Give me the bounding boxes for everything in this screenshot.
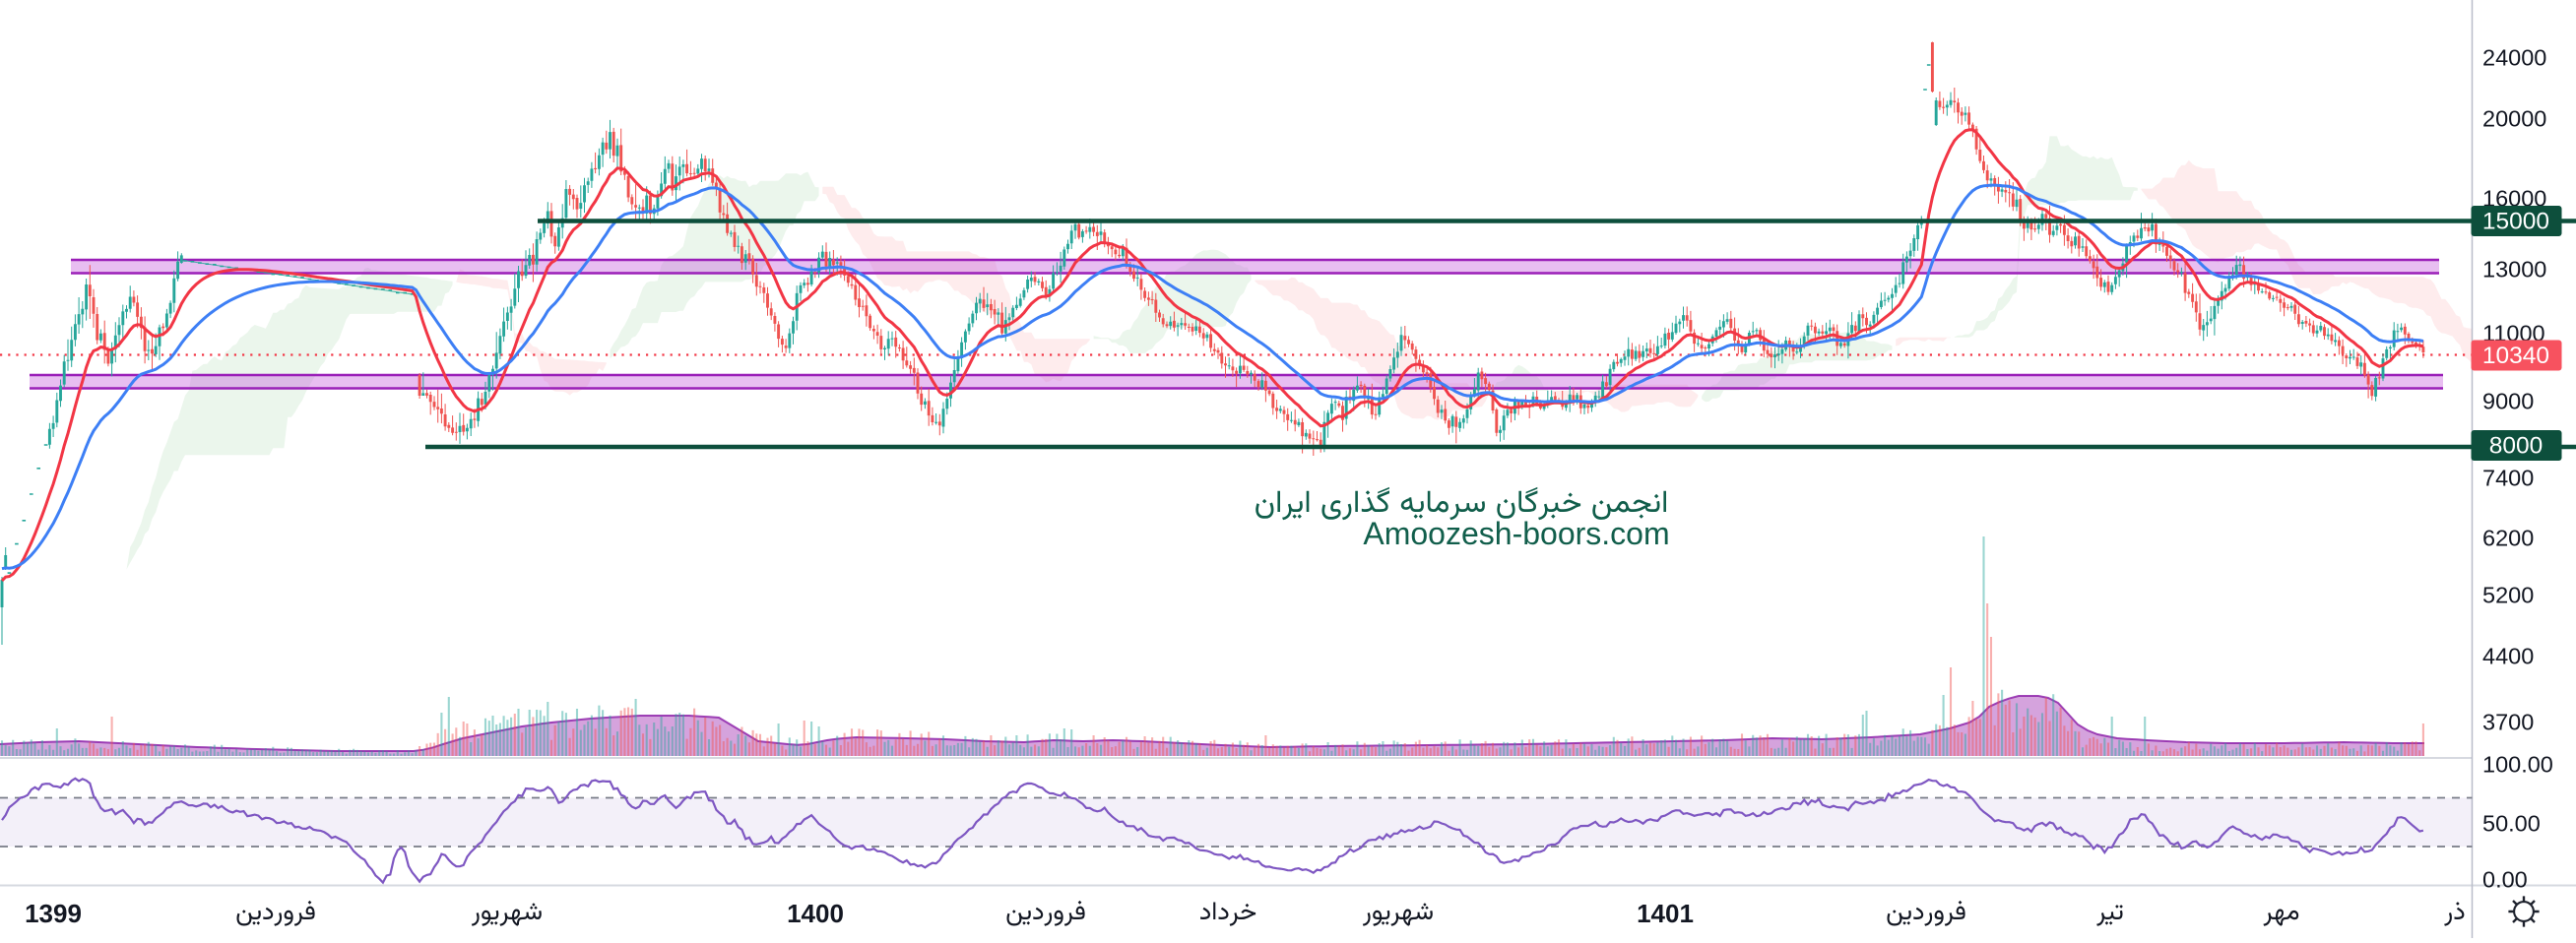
svg-text:20000: 20000	[2482, 106, 2546, 132]
svg-text:50.00: 50.00	[2482, 811, 2541, 837]
svg-text:10340: 10340	[2482, 343, 2549, 369]
svg-text:0.00: 0.00	[2482, 867, 2528, 893]
svg-text:24000: 24000	[2482, 45, 2546, 71]
svg-text:7400: 7400	[2482, 466, 2534, 491]
svg-text:100.00: 100.00	[2482, 752, 2553, 778]
svg-text:Amoozesh-boors.com: Amoozesh-boors.com	[1363, 516, 1669, 551]
svg-text:13000: 13000	[2482, 257, 2546, 283]
svg-text:1401: 1401	[1637, 899, 1694, 928]
svg-text:1400: 1400	[787, 899, 844, 928]
svg-text:5200: 5200	[2482, 583, 2534, 608]
svg-text:9000: 9000	[2482, 389, 2534, 414]
svg-text:8000: 8000	[2489, 433, 2544, 460]
svg-text:4400: 4400	[2482, 644, 2534, 669]
svg-text:6200: 6200	[2482, 526, 2534, 551]
svg-text:1399: 1399	[25, 899, 82, 928]
svg-text:3700: 3700	[2482, 710, 2534, 735]
svg-text:15000: 15000	[2482, 209, 2549, 235]
